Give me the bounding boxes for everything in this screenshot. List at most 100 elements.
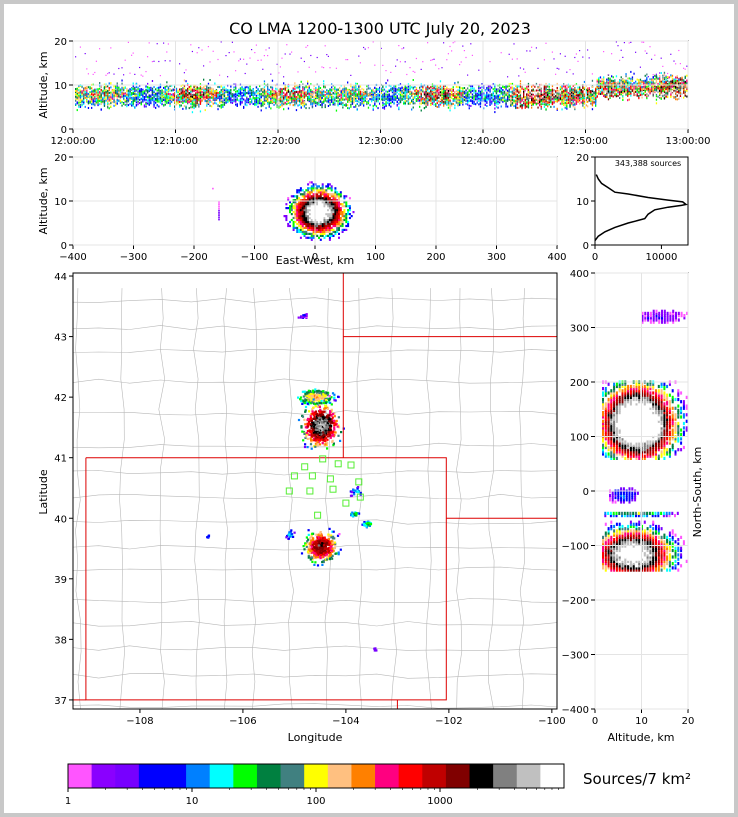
source-mark [399,61,401,63]
source-mark [100,90,102,93]
source-mark [78,104,80,107]
source-mark [123,86,125,89]
source-mark [182,94,184,97]
source-mark [294,88,296,90]
source-mark [379,90,381,93]
source-mark [417,94,419,97]
source-mark [342,91,344,93]
source-mark [260,99,262,102]
source-mark [436,93,438,96]
source-mark [452,99,454,102]
source-mark [526,50,528,52]
source-mark [307,96,309,99]
source-mark [150,95,152,98]
source-mark [129,72,131,74]
source-mark [502,100,504,103]
source-mark [187,92,189,95]
source-mark [417,98,419,101]
source-mark [462,96,464,99]
source-mark [457,86,459,89]
source-mark [255,90,258,92]
source-mark [339,102,341,105]
source-mark [159,75,161,77]
source-mark [103,96,106,99]
source-mark [391,89,394,92]
source-mark [427,97,429,100]
source-mark [166,81,168,84]
source-mark [126,87,128,90]
source-mark [107,102,109,105]
source-mark [164,94,166,97]
source-mark [518,99,520,102]
source-mark [230,88,232,91]
source-mark [486,93,488,96]
source-mark [275,97,277,100]
source-mark [508,98,510,101]
source-mark [222,93,224,96]
source-mark [295,91,298,93]
source-mark [95,90,98,93]
source-mark [159,101,162,104]
source-mark [449,102,451,105]
source-mark [142,94,144,97]
source-mark [203,93,205,96]
source-mark [161,93,163,96]
source-mark [497,88,499,91]
source-mark [356,103,358,105]
source-mark [454,96,456,99]
source-mark [164,85,166,88]
source-mark [155,101,157,104]
source-mark [255,103,258,106]
source-mark [420,109,422,112]
source-mark [276,104,278,107]
source-mark [479,102,482,105]
source-mark [308,94,310,97]
source-mark [284,103,286,106]
source-mark [151,97,154,100]
source-mark [219,98,221,101]
source-mark [100,94,102,97]
source-mark [268,101,270,104]
source-mark [188,107,190,110]
source-mark [391,98,394,101]
source-mark [115,100,117,103]
source-mark [284,88,286,91]
source-mark [76,98,78,101]
source-mark [412,79,414,81]
source-mark [478,69,480,71]
source-mark [353,85,355,88]
source-mark [529,95,531,98]
source-mark [513,105,515,108]
source-mark [206,104,208,107]
source-mark [473,91,475,94]
source-mark [275,101,277,104]
source-mark [111,101,114,104]
source-mark [425,102,427,105]
source-mark [292,98,294,100]
source-mark [492,88,494,91]
source-mark [444,102,446,105]
source-mark [183,84,186,87]
source-mark [415,57,417,60]
source-mark [151,90,154,93]
source-mark [407,96,410,99]
source-mark [179,93,181,95]
source-mark [297,86,299,89]
source-mark [196,93,198,96]
source-mark [153,102,155,105]
source-mark [83,91,85,94]
source-mark [235,95,237,98]
source-mark [524,100,526,103]
source-mark [251,49,253,51]
source-mark [235,93,237,96]
source-mark [473,100,475,103]
source-mark [310,83,312,86]
source-mark [516,85,518,88]
source-mark [374,94,376,97]
source-mark [265,97,267,100]
source-mark [175,87,178,90]
source-mark [438,100,440,103]
source-mark [513,89,515,92]
source-mark [371,96,373,99]
source-mark [211,100,213,103]
